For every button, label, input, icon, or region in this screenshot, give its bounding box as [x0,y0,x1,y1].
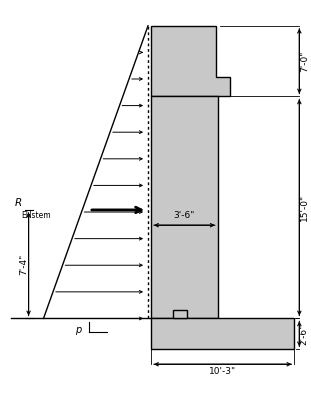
Text: 2'-6": 2'-6" [300,323,309,344]
Polygon shape [173,310,187,318]
Polygon shape [151,96,218,318]
Text: 7'-4": 7'-4" [19,254,28,275]
Text: 10'-3": 10'-3" [209,367,236,376]
Polygon shape [151,318,295,349]
Text: EHstem: EHstem [21,211,51,220]
Polygon shape [151,26,230,96]
Text: 15'-0": 15'-0" [300,194,309,221]
Text: 3'-6": 3'-6" [174,211,195,220]
Text: p: p [75,325,81,335]
Text: R: R [15,198,22,208]
Text: 7'-0": 7'-0" [300,51,309,72]
